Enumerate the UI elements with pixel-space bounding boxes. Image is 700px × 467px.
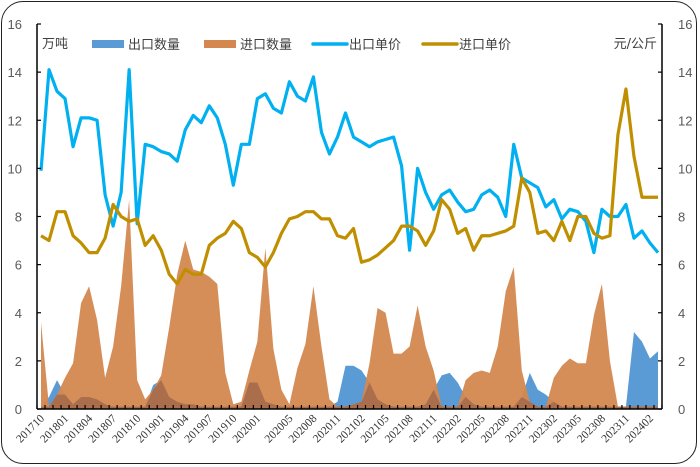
legend-swatch xyxy=(204,40,236,48)
left-tick-label: 12 xyxy=(8,113,22,128)
area-import-qty xyxy=(41,199,658,409)
right-tick-label: 12 xyxy=(678,113,692,128)
right-tick-label: 0 xyxy=(678,402,685,417)
left-axis-unit: 万吨 xyxy=(42,37,68,52)
left-tick-label: 0 xyxy=(15,402,22,417)
legend-label: 出口单价 xyxy=(349,38,401,53)
left-tick-label: 4 xyxy=(15,306,22,321)
right-tick-label: 4 xyxy=(678,306,685,321)
line-export-price xyxy=(39,68,660,255)
legend-swatch xyxy=(92,40,124,48)
left-tick-label: 14 xyxy=(8,65,22,80)
legend-label: 进口数量 xyxy=(240,38,292,53)
right-tick-label: 2 xyxy=(678,354,685,369)
right-tick-label: 6 xyxy=(678,258,685,273)
right-tick-label: 10 xyxy=(678,161,692,176)
area-overlap xyxy=(41,380,658,409)
left-tick-label: 6 xyxy=(15,258,22,273)
left-tick-label: 10 xyxy=(8,161,22,176)
legend-label: 出口数量 xyxy=(128,38,180,53)
right-axis-unit: 元/公斤 xyxy=(614,37,657,52)
left-tick-label: 8 xyxy=(15,210,22,225)
right-tick-label: 16 xyxy=(678,17,692,32)
legend-label: 进口单价 xyxy=(459,38,511,53)
area-export-qty xyxy=(41,332,658,409)
left-tick-label: 16 xyxy=(8,17,22,32)
line-import-price xyxy=(40,87,658,286)
right-tick-label: 14 xyxy=(678,65,692,80)
right-tick-label: 8 xyxy=(678,210,685,225)
left-tick-label: 2 xyxy=(15,354,22,369)
